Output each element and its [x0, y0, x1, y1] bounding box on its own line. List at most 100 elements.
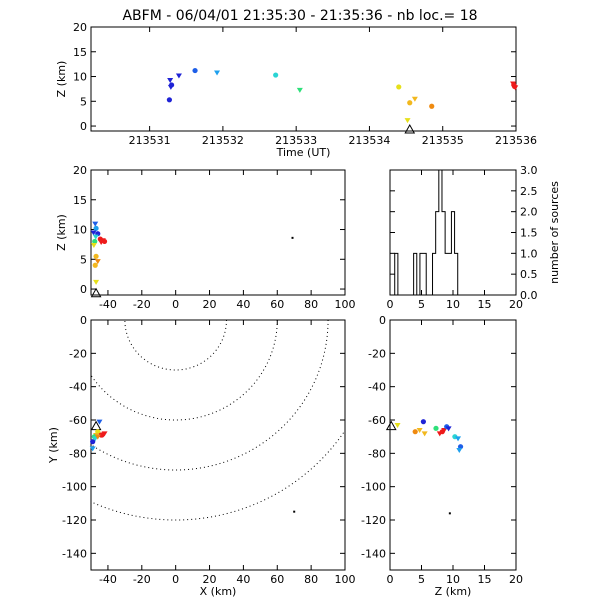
x-tick-label: 80 [304, 573, 318, 586]
plot-frame [90, 319, 346, 571]
source-marker [412, 429, 418, 435]
x-axis-label: Time (UT) [276, 146, 331, 159]
y-tick-label: -100 [62, 481, 87, 494]
y-tick-label: -60 [69, 414, 87, 427]
source-marker [101, 431, 108, 437]
plot-frame [90, 169, 346, 296]
panel-height-y: 0 5 10 15 20 0 -20 -40 -60 -80 -100 -120 -140 Z (km) [361, 314, 523, 598]
y-tick-label: -40 [69, 381, 87, 394]
panel-x-height: -40 -20 0 20 40 60 80 100 0 5 10 15 20 Z (km) [55, 164, 356, 311]
y-tick-label: 0 [80, 314, 87, 327]
source-marker [416, 428, 423, 433]
range-ring [91, 429, 345, 521]
x-tick-label: 60 [270, 573, 284, 586]
y-tick-label: 0 [379, 314, 386, 327]
histogram-bin [436, 212, 439, 295]
y-tick-label: 5 [80, 253, 87, 266]
plot-frame [90, 26, 517, 132]
source-marker [214, 70, 221, 76]
y-tick-label: -120 [62, 514, 87, 527]
source-marker [89, 446, 96, 452]
source-marker [455, 436, 462, 442]
source-marker [94, 434, 101, 440]
source-marker [92, 221, 99, 227]
y-tick-label: 0.0 [520, 289, 538, 302]
source-marker [456, 448, 463, 453]
y-tick-label: -140 [361, 547, 386, 560]
source-marker [92, 234, 99, 240]
y-tick-label: -20 [69, 347, 87, 360]
x-tick-label: 15 [478, 298, 492, 311]
source-marker [457, 444, 464, 450]
y-tick-label: 2.0 [520, 206, 538, 219]
station-triangle [90, 287, 102, 298]
source-marker [296, 87, 303, 93]
plot-frame [389, 319, 517, 571]
y-tick-label: 20 [73, 164, 87, 177]
x-tick-label: 100 [335, 298, 356, 311]
plots-layer: 213531 213532 213533 213534 213535 213536 0 5 10… [47, 21, 562, 598]
source-marker [90, 439, 96, 445]
x-tick-label: 10 [446, 573, 460, 586]
y-tick-label: 15 [73, 194, 87, 207]
station-triangle [404, 123, 416, 134]
x-tick-label: -40 [99, 298, 117, 311]
source-marker [192, 67, 198, 74]
y-tick-label: 3.0 [520, 164, 538, 177]
histogram-bin [448, 253, 451, 295]
source-marker [93, 253, 99, 259]
y-tick-label: 15 [73, 46, 87, 59]
histogram-outline [394, 169, 516, 296]
x-tick-label: -20 [133, 573, 151, 586]
x-axis-label: X (km) [200, 585, 237, 598]
y-tick-label: 20 [73, 21, 87, 34]
x-tick-label: 213534 [348, 134, 390, 147]
source-marker [407, 100, 413, 106]
y-tick-label: -20 [368, 347, 386, 360]
x-tick-label: 213533 [275, 134, 317, 147]
y-tick-label: -80 [368, 447, 386, 460]
source-marker [93, 225, 99, 231]
x-tick-label: -40 [99, 573, 117, 586]
y-tick-label: 0 [80, 120, 87, 133]
x-tick-label: 0 [387, 298, 394, 311]
source-marker [98, 240, 105, 246]
y-axis-label: number of sources [548, 181, 561, 284]
y-tick-label: -140 [62, 547, 87, 560]
x-tick-label: 213531 [129, 134, 171, 147]
source-marker [167, 84, 174, 90]
source-marker [429, 103, 435, 109]
x-tick-label: 80 [304, 298, 318, 311]
source-marker [93, 279, 100, 285]
histogram-bin [423, 253, 426, 295]
x-tick-label: 0 [172, 298, 179, 311]
histogram-bin [442, 212, 445, 295]
stray-source-dot [448, 512, 451, 515]
stray-source-dot [291, 236, 294, 239]
x-tick-label: 213536 [495, 134, 537, 147]
source-marker [396, 84, 402, 90]
source-marker [404, 118, 411, 124]
x-tick-label: 213535 [422, 134, 464, 147]
source-marker [441, 428, 448, 433]
x-tick-label: 60 [270, 298, 284, 311]
histogram-bin [445, 253, 448, 295]
source-marker [99, 432, 105, 438]
y-axis-label: Y (km) [47, 427, 60, 464]
source-marker [433, 425, 439, 431]
y-tick-label: -80 [69, 447, 87, 460]
x-axis-label: Z (km) [435, 585, 472, 598]
histogram-bin [451, 212, 454, 295]
source-marker [92, 262, 98, 268]
stray-source-dot [293, 510, 296, 513]
y-tick-label: -120 [361, 514, 386, 527]
y-tick-label: 0 [80, 283, 87, 296]
x-tick-label: 100 [335, 573, 356, 586]
figure-title: ABFM - 06/04/01 21:35:30 - 21:35:36 - nb… [122, 8, 477, 24]
source-marker [90, 243, 97, 248]
source-marker [175, 73, 182, 79]
y-tick-label: 10 [73, 71, 87, 84]
y-tick-label: 1.5 [520, 227, 538, 240]
source-marker [92, 238, 98, 245]
panel-histogram: 0 5 10 15 200.0 0.5 1.0 1.5 2.0 2.5 3.0 number of s… [387, 164, 562, 311]
